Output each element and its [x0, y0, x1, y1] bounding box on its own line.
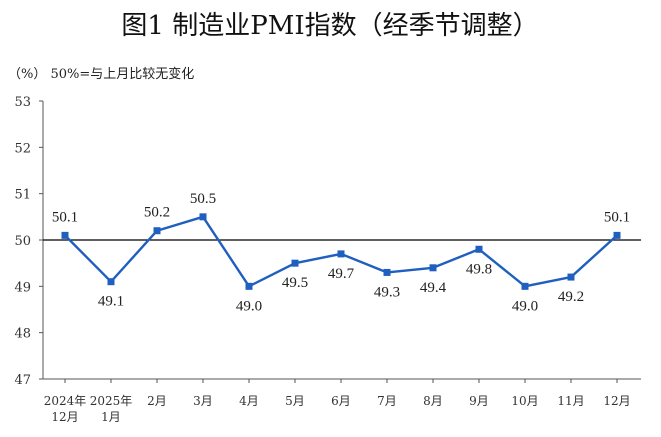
x-tick-label: 10月: [511, 394, 538, 408]
data-point-marker: [567, 273, 575, 281]
x-tick-label: 4月: [239, 394, 259, 408]
data-labels: 50.1 49.1 50.2 50.5 49.0 49.5 49.7 49.3 49.4 49.8…: [52, 191, 630, 315]
y-tick-labels: 47 48 49 50 51 52 53: [14, 95, 31, 388]
x-tick-label: 2025年 1月: [90, 394, 133, 424]
chart-title: 图1 制造业PMI指数（经季节调整）: [121, 11, 538, 41]
x-tick-label: 2024年 12月: [44, 394, 87, 424]
x-tick-label: 6月: [331, 394, 351, 408]
data-point-marker: [107, 278, 115, 286]
data-label: 50.1: [604, 209, 630, 225]
x-tick-label: 11月: [557, 394, 584, 408]
y-tick-label: 47: [14, 373, 31, 388]
y-tick-label: 53: [14, 95, 31, 110]
data-label: 50.5: [190, 191, 216, 207]
data-point-marker: [61, 231, 69, 239]
y-tick-label: 50: [14, 234, 31, 249]
x-tick-label: 9月: [469, 394, 489, 408]
data-label: 49.1: [98, 294, 124, 310]
x-tick-label: 8月: [423, 394, 443, 408]
y-tick-label: 48: [14, 327, 31, 342]
x-tick-label: 7月: [377, 394, 397, 408]
y-tick-label: 49: [14, 280, 31, 295]
data-label: 49.7: [328, 266, 355, 282]
data-label: 49.0: [236, 298, 262, 314]
data-point-marker: [429, 264, 437, 272]
markers: [61, 213, 621, 290]
data-point-marker: [291, 259, 299, 267]
data-label: 49.8: [466, 261, 492, 277]
data-point-marker: [521, 282, 529, 290]
data-label: 49.4: [420, 280, 447, 296]
data-label: 49.2: [558, 289, 584, 305]
x-tick-label: 3月: [193, 394, 213, 408]
data-label: 50.1: [52, 209, 78, 225]
y-tick-label: 51: [14, 188, 31, 203]
axes: [39, 100, 641, 383]
data-label: 49.0: [512, 298, 538, 314]
data-point-marker: [245, 282, 253, 290]
data-point-marker: [153, 227, 161, 235]
x-tick-label: 12月: [603, 394, 630, 408]
data-label: 49.3: [374, 284, 400, 300]
data-point-marker: [613, 231, 621, 239]
x-tick-label: 5月: [285, 394, 305, 408]
y-tick-label: 52: [14, 141, 31, 156]
x-tick-label: 2月: [147, 394, 167, 408]
data-point-marker: [337, 250, 345, 258]
data-point-marker: [383, 268, 391, 276]
data-point-marker: [475, 245, 483, 253]
data-point-marker: [199, 213, 207, 221]
data-label: 49.5: [282, 275, 308, 291]
data-label: 50.2: [144, 205, 170, 221]
unit-note: （%） 50%=与上月比较无变化: [8, 66, 194, 82]
